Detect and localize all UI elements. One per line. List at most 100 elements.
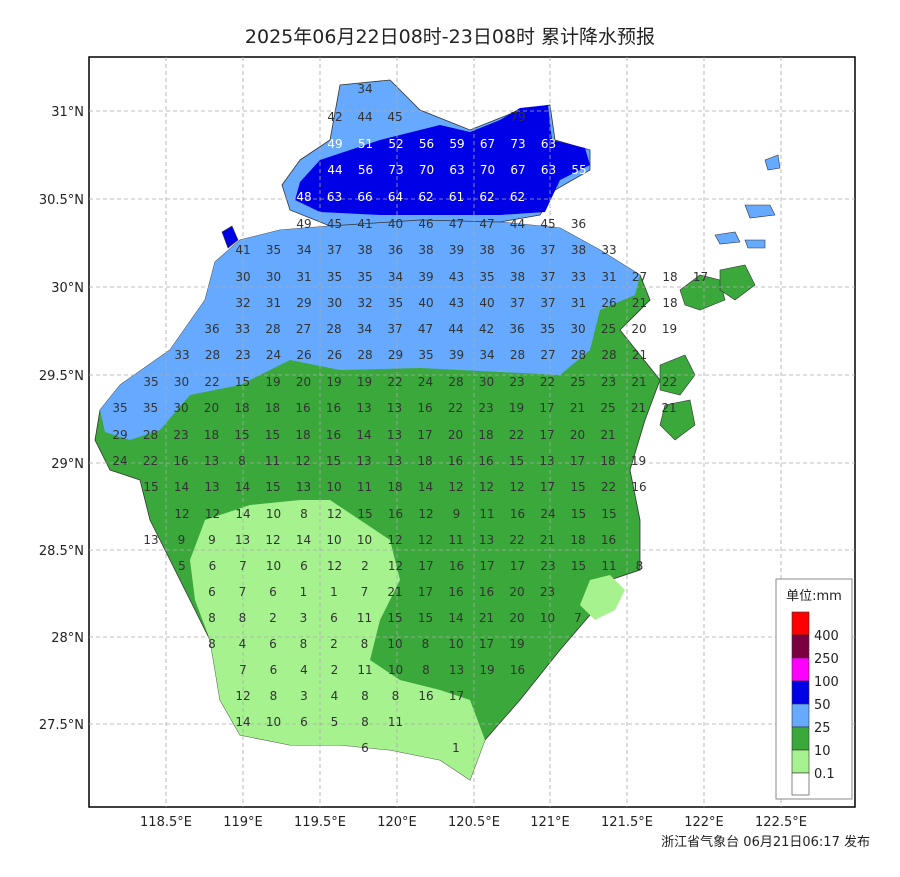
- rain-value-label: 8: [392, 689, 400, 703]
- rain-value-label: 66: [357, 190, 372, 204]
- rain-value-label: 13: [539, 454, 554, 468]
- rain-value-label: 39: [449, 348, 464, 362]
- rain-value-label: 28: [571, 348, 586, 362]
- rain-value-label: 73: [510, 137, 525, 151]
- rain-value-label: 21: [387, 585, 402, 599]
- rain-value-label: 62: [510, 190, 525, 204]
- legend-label: 400: [814, 629, 839, 644]
- rain-value-label: 45: [387, 110, 402, 124]
- rain-value-label: 8: [422, 663, 430, 677]
- rain-value-label: 16: [388, 507, 403, 521]
- rain-value-label: 22: [143, 454, 158, 468]
- rain-value-label: 16: [631, 480, 646, 494]
- rain-value-label: 14: [235, 480, 250, 494]
- rain-value-label: 24: [418, 375, 433, 389]
- rain-value-label: 35: [112, 401, 127, 415]
- rain-value-label: 12: [265, 533, 280, 547]
- lon-tick: 120.5°E: [448, 815, 500, 830]
- rain-value-label: 5: [331, 715, 339, 729]
- rain-value-label: 15: [326, 454, 341, 468]
- rain-value-label: 23: [235, 348, 250, 362]
- rain-value-label: 18: [265, 401, 280, 415]
- rain-value-label: 18: [295, 428, 310, 442]
- rain-value-label: 47: [479, 217, 494, 231]
- rain-value-label: 49: [296, 217, 311, 231]
- legend-swatch-250: [791, 634, 810, 659]
- rain-value-label: 26: [296, 348, 311, 362]
- rain-value-label: 13: [479, 533, 494, 547]
- rain-value-label: 6: [270, 663, 278, 677]
- rain-value-label: 42: [479, 322, 494, 336]
- rain-value-label: 21: [632, 348, 647, 362]
- rain-value-label: 44: [357, 110, 372, 124]
- rain-value-label: 30: [173, 401, 188, 415]
- rain-value-label: 6: [269, 637, 277, 651]
- rain-value-label: 15: [265, 480, 280, 494]
- lat-tick: 29.5°N: [39, 369, 84, 384]
- rain-value-label: 17: [539, 401, 554, 415]
- rain-value-label: 17: [449, 689, 464, 703]
- lat-tick: 27.5°N: [39, 718, 84, 733]
- legend-swatch-25: [791, 703, 810, 728]
- rain-value-label: 29: [296, 296, 311, 310]
- rain-value-label: 6: [269, 585, 277, 599]
- rain-value-label: 51: [358, 137, 373, 151]
- rain-value-label: 33: [174, 348, 189, 362]
- rain-value-label: 36: [509, 322, 524, 336]
- rain-value-label: 12: [327, 559, 342, 573]
- rain-value-label: 6: [208, 585, 216, 599]
- rain-value-label: 17: [540, 480, 555, 494]
- rain-value-label: 19: [662, 322, 677, 336]
- lon-tick: 118.5°E: [140, 815, 192, 830]
- lon-axis: 118.5°E 119°E 119.5°E 120°E 120.5°E 121°…: [140, 815, 807, 830]
- rain-value-label: 25: [600, 401, 615, 415]
- rain-value-label: 17: [479, 637, 494, 651]
- rain-value-label: 22: [662, 375, 677, 389]
- rain-value-label: 22: [204, 375, 219, 389]
- rain-value-label: 23: [478, 401, 493, 415]
- rain-value-label: 8: [270, 689, 278, 703]
- rain-value-label: 21: [540, 533, 555, 547]
- rain-value-label: 14: [356, 428, 371, 442]
- rain-value-label: 23: [173, 428, 188, 442]
- rain-value-label: 8: [636, 559, 644, 573]
- rain-value-label: 1: [330, 585, 338, 599]
- rain-value-label: 9: [178, 533, 186, 547]
- rain-value-label: 18: [387, 480, 402, 494]
- rain-value-label: 15: [571, 559, 586, 573]
- rain-value-label: 59: [449, 137, 464, 151]
- rain-value-label: 10: [266, 715, 281, 729]
- lon-tick: 120°E: [377, 815, 417, 830]
- rain-value-label: 35: [540, 322, 555, 336]
- rain-value-label: 10: [448, 637, 463, 651]
- rain-value-label: 16: [478, 454, 493, 468]
- rain-value-label: 10: [388, 663, 403, 677]
- rain-value-label: 21: [479, 611, 494, 625]
- rain-value-label: 35: [327, 270, 342, 284]
- legend: 单位:mm 400 250 100 50 25 10 0.1: [775, 578, 853, 800]
- rain-value-label: 7: [239, 559, 247, 573]
- legend-title: 单位:mm: [786, 589, 842, 604]
- rain-value-label: 70: [480, 163, 495, 177]
- rain-value-label: 17: [418, 585, 433, 599]
- map-title: 2025年06月22日08时-23日08时 累计降水预报: [244, 26, 656, 48]
- rain-value-label: 15: [357, 507, 372, 521]
- rain-value-label: 21: [661, 401, 676, 415]
- rain-value-label: 12: [418, 507, 433, 521]
- rain-value-label: 16: [510, 663, 525, 677]
- rain-value-label: 18: [478, 428, 493, 442]
- rain-value-label: 25: [601, 322, 616, 336]
- lon-tick: 122.5°E: [755, 815, 807, 830]
- rain-value-label: 15: [570, 480, 585, 494]
- rain-value-label: 12: [174, 507, 189, 521]
- rain-value-label: 2: [361, 559, 369, 573]
- rain-value-label: 7: [361, 585, 369, 599]
- rain-value-label: 22: [509, 533, 524, 547]
- rain-value-label: 15: [387, 611, 402, 625]
- rain-value-label: 15: [235, 375, 250, 389]
- rain-value-label: 37: [327, 243, 342, 257]
- rain-value-label: 30: [266, 270, 281, 284]
- rain-value-label: 16: [326, 401, 341, 415]
- rain-value-label: 21: [570, 401, 585, 415]
- lon-tick: 122°E: [684, 815, 724, 830]
